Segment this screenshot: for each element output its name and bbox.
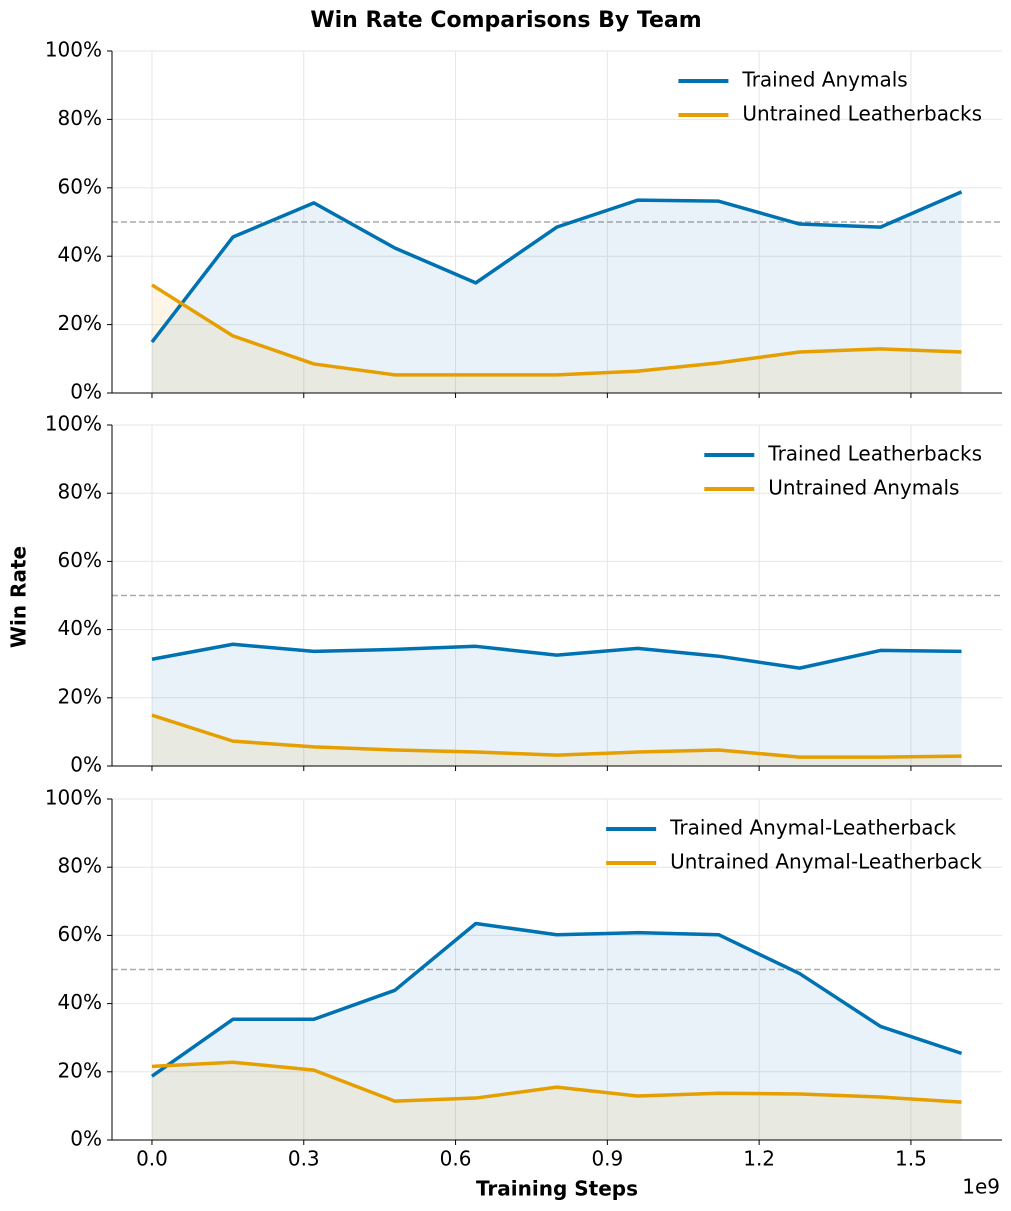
line (151, 283, 962, 377)
line (151, 1060, 962, 1104)
x-tick-label: 0.3 (288, 1147, 320, 1171)
x-tick-label: 1.5 (895, 1147, 927, 1171)
y-tick-label: 20% (58, 311, 102, 335)
y-tick-label: 20% (58, 684, 102, 708)
y-tick-label: 40% (58, 990, 102, 1014)
x-axis-label: Training Steps (476, 1177, 638, 1201)
y-tick-label: 0% (70, 380, 102, 404)
area-fill (151, 715, 962, 766)
line (151, 642, 962, 670)
y-tick-label: 80% (58, 854, 102, 878)
y-axis-label: Win Rate (7, 546, 31, 648)
legend-label[interactable]: Trained Anymals (741, 68, 907, 92)
x-tick-label: 0.9 (591, 1147, 623, 1171)
legend-label[interactable]: Untrained Leatherbacks (742, 102, 982, 126)
y-tick-label: 60% (58, 174, 102, 198)
y-tick-label: 100% (45, 412, 102, 436)
y-tick-label: 20% (58, 1058, 102, 1082)
y-tick-label: 60% (58, 548, 102, 572)
x-offset-label: 1e9 (962, 1175, 1000, 1199)
legend-label[interactable]: Trained Leatherbacks (767, 442, 982, 466)
line (151, 713, 962, 759)
area-fill (151, 1062, 962, 1140)
legend-label[interactable]: Untrained Anymals (768, 476, 959, 500)
legend-label[interactable]: Untrained Anymal-Leatherback (670, 850, 982, 874)
y-tick-label: 40% (58, 616, 102, 640)
x-tick-label: 1.2 (743, 1147, 775, 1171)
y-tick-label: 100% (45, 38, 102, 62)
y-tick-label: 60% (58, 922, 102, 946)
y-tick-label: 80% (58, 480, 102, 504)
line (150, 921, 963, 1078)
legend-label[interactable]: Trained Anymal-Leatherback (669, 816, 956, 840)
figure-title: Win Rate Comparisons By Team (310, 8, 701, 33)
x-tick-label: 0.6 (440, 1147, 472, 1171)
y-tick-label: 80% (58, 106, 102, 130)
y-tick-label: 100% (45, 786, 102, 810)
y-tick-label: 40% (58, 243, 102, 267)
area-fill (151, 284, 962, 393)
y-tick-label: 0% (70, 753, 102, 777)
area-fill (151, 191, 962, 393)
x-tick-label: 0.0 (136, 1147, 168, 1171)
y-tick-label: 0% (70, 1127, 102, 1151)
line (150, 190, 963, 344)
area-fill (151, 644, 962, 766)
